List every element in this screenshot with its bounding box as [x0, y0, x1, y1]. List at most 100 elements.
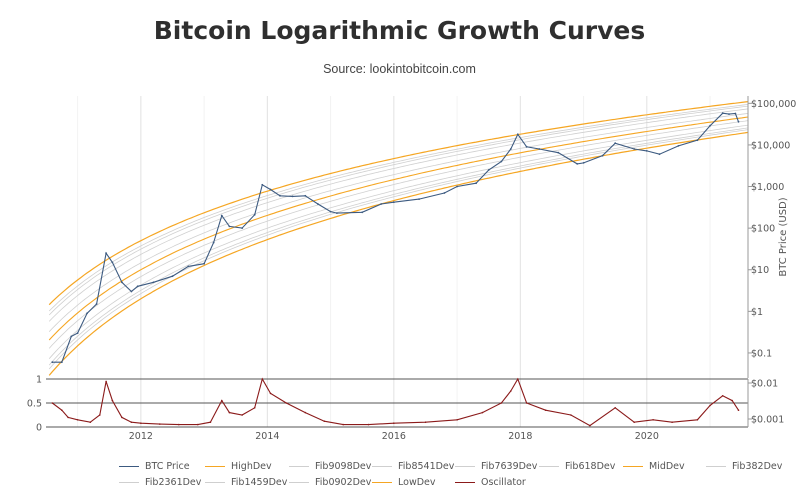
btc-price-point — [329, 210, 332, 213]
fib-band-curve — [48, 124, 749, 359]
btc-price-point — [60, 361, 63, 364]
oscillator-point — [140, 422, 142, 425]
fib-band-curve — [48, 120, 749, 349]
btc-price-point — [304, 194, 307, 197]
legend-item[interactable]: Fib382Dev — [706, 461, 782, 472]
oscillator-point — [178, 423, 180, 426]
btc-price-point — [380, 203, 383, 205]
legend-item[interactable]: Oscillator — [455, 477, 526, 488]
legend-item[interactable]: Fib618Dev — [539, 461, 615, 472]
legend-swatch — [119, 466, 139, 467]
btc-price-point — [203, 262, 206, 265]
btc-price-point — [152, 281, 155, 284]
legend-label: Fib382Dev — [732, 461, 783, 472]
y-tick-label: $1 — [751, 307, 763, 318]
legend-swatch — [119, 482, 139, 483]
btc-price-point — [70, 335, 73, 338]
legend-label: Fib2361Dev — [145, 477, 202, 488]
legend-item[interactable]: Fib8541Dev — [372, 461, 454, 472]
legend-swatch — [205, 482, 225, 483]
legend-item[interactable]: Fib7639Dev — [455, 461, 537, 472]
oscillator-point — [76, 419, 79, 421]
oscillator-point — [393, 422, 395, 425]
y-axis-title: BTC Price (USD) — [778, 197, 789, 276]
oscillator-point — [517, 378, 519, 380]
oscillator-point — [709, 404, 711, 407]
btc-price-point — [418, 198, 420, 201]
oscillator-point — [67, 416, 69, 419]
fib-band-curve — [48, 105, 749, 316]
legend-item[interactable]: Fib2361Dev — [119, 477, 201, 488]
btc-price-point — [212, 241, 215, 244]
legend-item[interactable]: HighDev — [205, 461, 272, 472]
oscillator-point — [99, 414, 101, 416]
btc-price-point — [269, 188, 272, 191]
oscillator-point — [525, 402, 528, 404]
chart-subtitle: Source: lookintobitcoin.com — [323, 62, 476, 76]
oscillator-point — [721, 395, 724, 397]
legend-label: Fib8541Dev — [398, 461, 455, 472]
osc-right-tick-label: $0.001 — [751, 415, 784, 426]
oscillator-point — [570, 414, 572, 416]
legend-item[interactable]: BTC Price — [119, 461, 190, 472]
chart-title: Bitcoin Logarithmic Growth Curves — [153, 16, 646, 45]
btc-price-point — [456, 185, 458, 188]
btc-price-point — [392, 201, 395, 204]
fib-band-curve — [48, 113, 749, 332]
btc-price-point — [51, 361, 54, 364]
highdev-curve — [48, 101, 749, 306]
x-tick-label: 2018 — [508, 431, 532, 442]
legend-label: Fib1459Dev — [231, 477, 288, 488]
btc-price-point — [86, 312, 88, 315]
oscillator-point — [342, 423, 345, 426]
btc-price-point — [696, 139, 699, 142]
oscillator-point — [671, 421, 673, 424]
y-tick-label: $1,000 — [751, 182, 784, 193]
osc-y-tick-label: 0 — [36, 423, 42, 434]
legend-label: Fib618Dev — [565, 461, 616, 472]
y-tick-label: $10 — [751, 265, 769, 276]
legend-item[interactable]: Fib9098Dev — [289, 461, 371, 472]
btc-price-point — [95, 303, 98, 305]
oscillator-point — [652, 419, 654, 421]
oscillator-point — [253, 407, 256, 409]
legend-item[interactable]: Fib1459Dev — [205, 477, 287, 488]
btc-price-point — [487, 169, 490, 171]
btc-price-point — [443, 192, 446, 194]
btc-price-point — [709, 124, 711, 127]
oscillator-point — [323, 420, 326, 423]
legend-swatch — [205, 466, 225, 467]
oscillator-point — [481, 411, 484, 414]
legend-label: Fib7639Dev — [481, 461, 538, 472]
btc-price-point — [633, 148, 636, 150]
oscillator-point — [456, 419, 458, 421]
oscillator-point — [544, 409, 547, 412]
btc-price-point — [721, 112, 724, 115]
btc-price-line — [52, 112, 740, 363]
btc-price-point — [228, 225, 231, 228]
legend-item[interactable]: MidDev — [623, 461, 685, 472]
legend-item[interactable]: LowDev — [372, 477, 436, 488]
oscillator-point — [51, 402, 54, 404]
oscillator-point — [130, 421, 133, 424]
btc-price-point — [136, 285, 139, 288]
oscillator-point — [367, 423, 370, 426]
fib-band-curve — [48, 108, 749, 322]
legend-item[interactable]: Fib0902Dev — [289, 477, 371, 488]
btc-price-point — [645, 150, 648, 152]
btc-price-point — [728, 113, 730, 115]
btc-price-point — [500, 160, 503, 163]
oscillator-point — [269, 392, 272, 395]
oscillator-point — [61, 409, 63, 412]
btc-price-point — [76, 332, 79, 334]
oscillator-point — [731, 399, 733, 402]
oscillator-point — [121, 416, 123, 419]
btc-price-point — [121, 281, 123, 284]
middev-curve — [48, 116, 749, 341]
oscillator-point — [737, 409, 740, 412]
legend-swatch — [455, 482, 475, 483]
legend-swatch — [372, 466, 392, 467]
btc-price-point — [525, 145, 528, 148]
